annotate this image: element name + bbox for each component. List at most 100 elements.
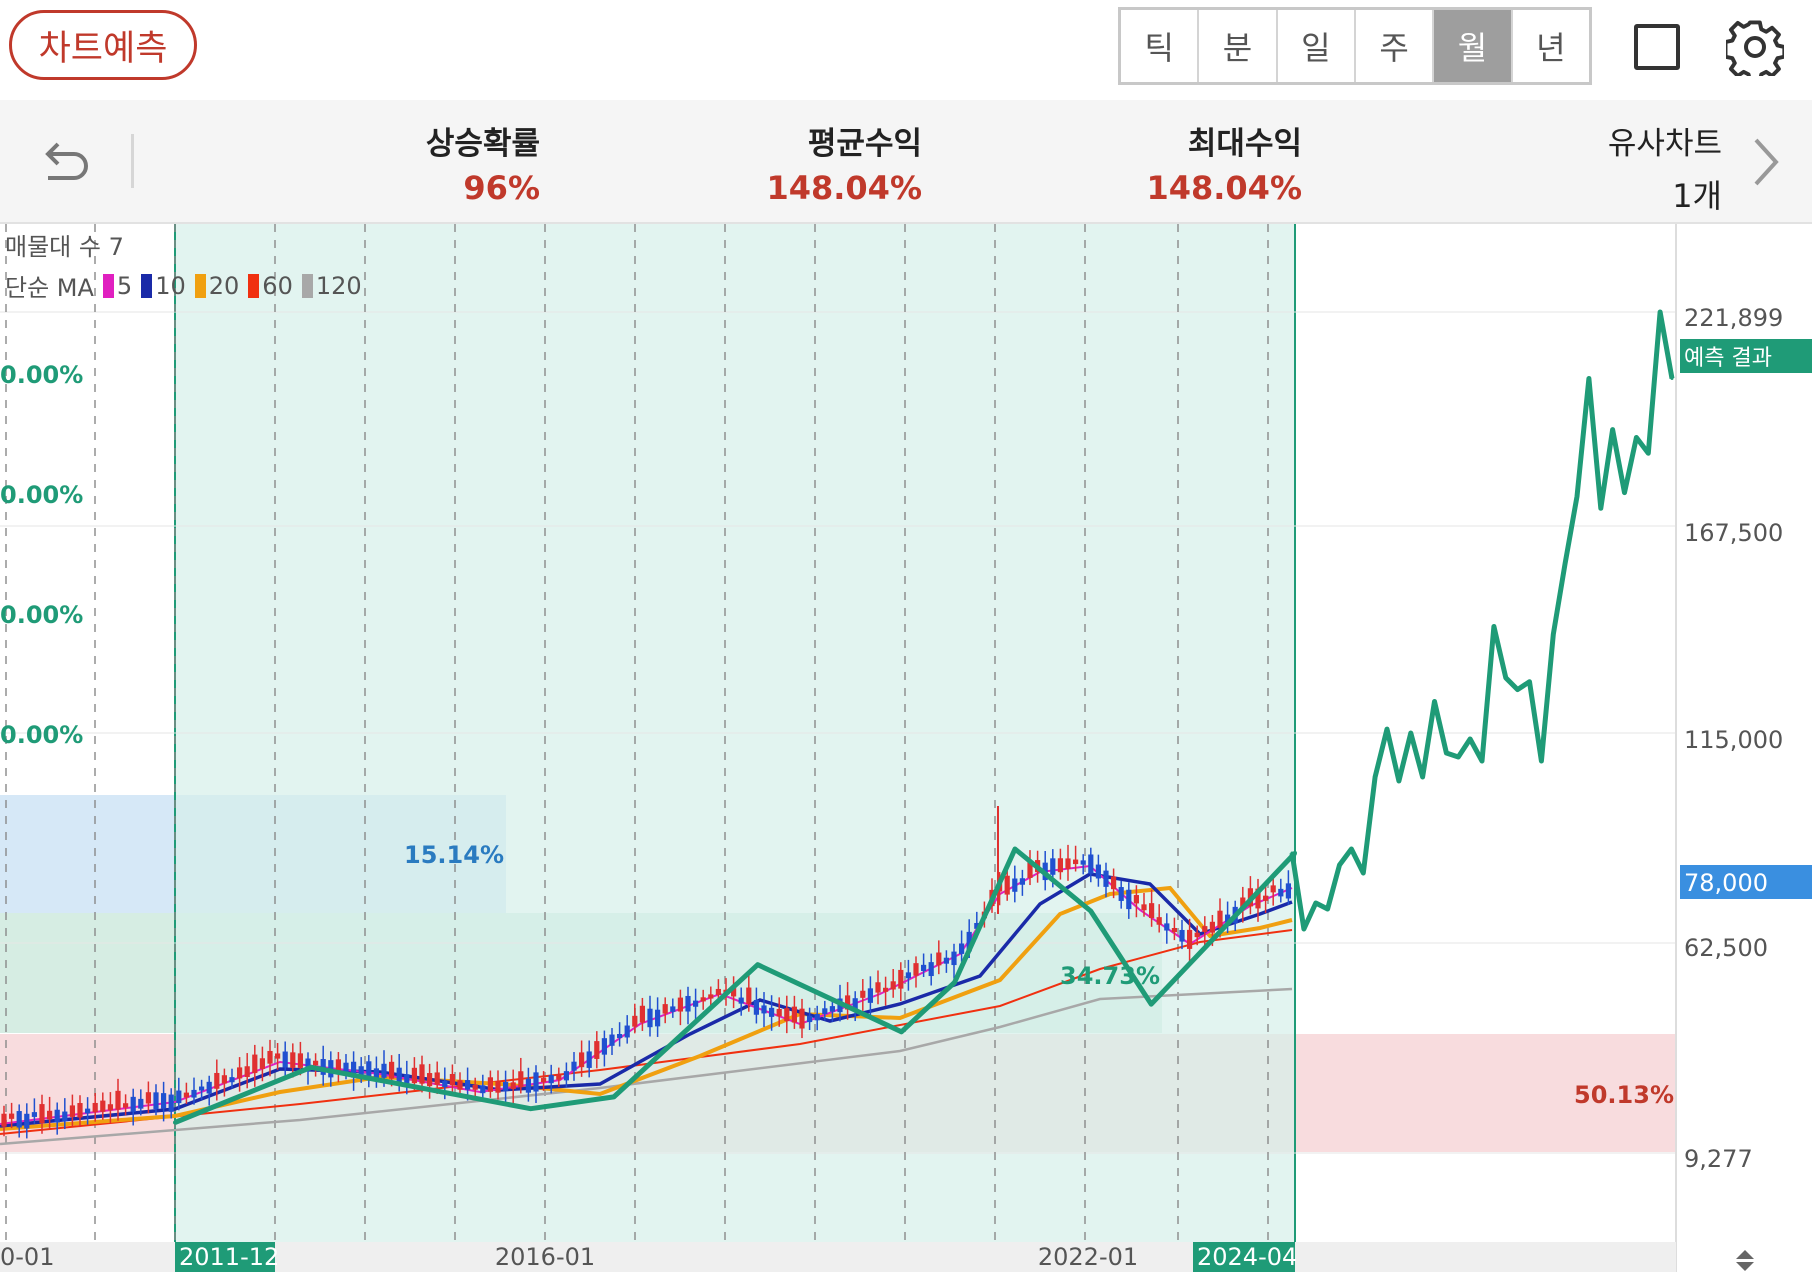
ma60-swatch	[248, 273, 260, 298]
current-price-badge	[1680, 865, 1812, 899]
candle-body	[860, 990, 866, 998]
forecast-point-10	[1409, 731, 1413, 735]
candle-body	[708, 994, 714, 999]
candle-body	[959, 943, 965, 954]
x-tick-label-2: 2016-01	[495, 1243, 595, 1271]
candle-body	[1171, 928, 1177, 933]
forecast-point-19	[1516, 688, 1520, 692]
candle-body	[670, 1006, 676, 1012]
candle-body	[1088, 854, 1094, 874]
candle-body	[54, 1109, 60, 1123]
x-tick-label-0: 0-01	[0, 1243, 54, 1271]
pattern-point-8	[1088, 909, 1093, 913]
forecast-point-28	[1623, 491, 1626, 495]
candle-body	[1194, 932, 1200, 938]
forecast-point-12	[1433, 699, 1436, 703]
candle-body	[579, 1052, 585, 1068]
chevron-right-icon[interactable]	[1748, 134, 1784, 190]
candle-body	[335, 1059, 341, 1073]
candle-body	[214, 1072, 220, 1089]
forecast-point-6	[1361, 871, 1365, 875]
rise-probability-stat: 상승확률 96%	[400, 118, 540, 207]
candle-body	[47, 1110, 53, 1120]
candle-body	[586, 1051, 592, 1068]
candle-body	[62, 1111, 68, 1122]
candle-body	[199, 1086, 205, 1091]
candle-body	[655, 1009, 661, 1027]
y-tick-label-3: 62,500	[1684, 934, 1768, 962]
y-tick-label-4: 9,277	[1684, 1145, 1753, 1173]
candle-body	[1133, 895, 1139, 904]
candle-body	[913, 963, 919, 976]
forecast-point-5	[1349, 847, 1353, 851]
candle-body	[898, 969, 904, 989]
candle-body	[1126, 889, 1132, 910]
period-minute-button[interactable]: 분	[1199, 10, 1278, 82]
pattern-point-9	[1149, 1002, 1154, 1007]
gear-icon[interactable]	[1726, 18, 1784, 76]
candle-body	[320, 1059, 326, 1075]
forecast-point-1	[1302, 927, 1306, 931]
candle-body	[259, 1058, 265, 1069]
chart-predict-button[interactable]: 차트예측	[9, 10, 197, 80]
candle-body	[1187, 929, 1193, 949]
forecast-point-9	[1397, 779, 1401, 783]
forecast-point-18	[1504, 676, 1508, 680]
pattern-point-6	[952, 980, 957, 985]
candle-body	[275, 1053, 281, 1059]
candle-body	[1050, 858, 1056, 875]
period-tick-button[interactable]: 틱	[1121, 10, 1200, 82]
candle-body	[449, 1074, 455, 1086]
average-return-label: 평균수익	[807, 126, 922, 162]
candle-body	[1285, 883, 1291, 899]
candle-body	[541, 1078, 547, 1083]
max-return-value: 148.04%	[1146, 169, 1302, 207]
candle-body	[176, 1090, 182, 1104]
ma20-label: 20	[208, 271, 240, 300]
candle-body	[457, 1080, 463, 1090]
undo-icon[interactable]	[36, 134, 92, 190]
candle-body	[617, 1033, 623, 1038]
candle-body	[1240, 897, 1246, 910]
candle-body	[161, 1093, 167, 1109]
prediction-result-label: 예측 결과	[1684, 346, 1772, 371]
candle-body	[700, 997, 706, 1002]
candle-body	[77, 1103, 83, 1118]
candle-body	[548, 1075, 554, 1084]
period-month-button[interactable]: 월	[1434, 10, 1513, 82]
candle-body	[1019, 878, 1025, 885]
candle-body	[624, 1025, 630, 1038]
forecast-point-2	[1314, 901, 1318, 905]
candle-body	[343, 1062, 349, 1074]
candle-body	[974, 922, 980, 929]
similar-chart-count[interactable]: 유사차트 1개	[1608, 118, 1722, 217]
period-day-button[interactable]: 일	[1278, 10, 1356, 82]
candle-body	[115, 1090, 121, 1110]
candle-body	[647, 1008, 653, 1028]
fullscreen-square-icon[interactable]	[1634, 24, 1680, 70]
candle-body	[639, 1005, 645, 1023]
pattern-point-1	[309, 1065, 314, 1070]
similar-chart-label: 유사차트	[1607, 126, 1722, 162]
forecast-point-17	[1492, 625, 1496, 629]
divider	[131, 134, 134, 188]
candle-body	[229, 1077, 235, 1083]
candle-body	[1263, 895, 1269, 901]
candle-body	[510, 1082, 516, 1090]
pattern-point-0	[173, 1120, 177, 1125]
volume-profile-legend: 매물대 수 7	[5, 233, 124, 261]
period-week-button[interactable]: 주	[1356, 10, 1435, 82]
candle-body	[693, 1000, 699, 1007]
period-year-button[interactable]: 년	[1536, 29, 1566, 67]
candle-body	[761, 1005, 767, 1014]
candle-body	[191, 1089, 197, 1098]
candle-body	[1179, 929, 1185, 942]
candle-body	[852, 998, 858, 1010]
candle-body	[966, 931, 972, 952]
candle-body	[366, 1061, 372, 1077]
candle-body	[1012, 878, 1018, 892]
price-chart[interactable]: 15.14% 34.73% 50.13% 0.00% 0.00% 0.00% 0.00% 22…	[0, 224, 1812, 1272]
candle-body	[153, 1092, 159, 1110]
forecast-point-0	[1290, 851, 1294, 855]
ma-title: 단순 MA	[5, 274, 94, 302]
